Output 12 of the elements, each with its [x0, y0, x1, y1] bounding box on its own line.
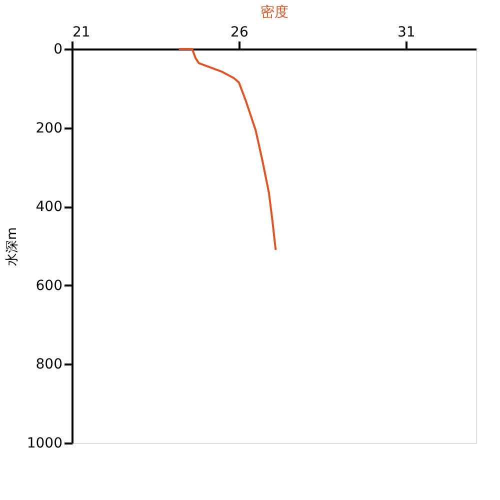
y-tick-label: 1000	[26, 436, 62, 452]
x-tick-label: 31	[397, 24, 416, 40]
x-tick-label: 26	[230, 24, 248, 40]
y-tick-label: 400	[36, 199, 62, 216]
y-axis-title: 水深m	[4, 227, 20, 266]
y-tick-label: 200	[36, 120, 62, 136]
x-axis-title: 密度	[260, 4, 288, 20]
x-tick-label: 21	[72, 24, 90, 40]
y-tick-label: 0	[54, 42, 62, 58]
line-series	[178, 48, 277, 251]
y-tick-label: 600	[36, 278, 62, 294]
y-tick-label: 800	[36, 356, 62, 373]
